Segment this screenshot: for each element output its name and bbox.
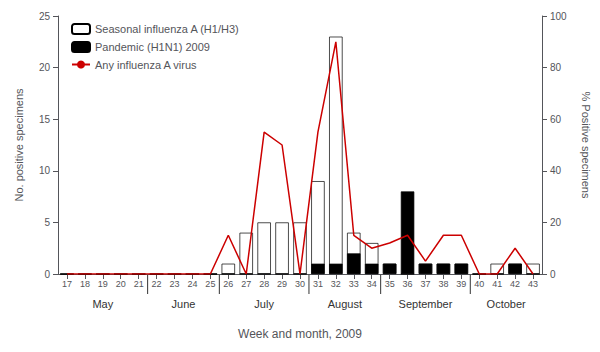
svg-text:18: 18 bbox=[80, 279, 90, 289]
svg-text:35: 35 bbox=[385, 279, 395, 289]
svg-text:% Positive specimens: % Positive specimens bbox=[580, 92, 592, 199]
svg-text:0: 0 bbox=[44, 269, 50, 280]
svg-text:23: 23 bbox=[170, 279, 180, 289]
svg-text:22: 22 bbox=[152, 279, 162, 289]
svg-text:21: 21 bbox=[134, 279, 144, 289]
svg-text:31: 31 bbox=[313, 279, 323, 289]
svg-text:October: October bbox=[487, 298, 526, 310]
svg-text:26: 26 bbox=[223, 279, 233, 289]
svg-text:August: August bbox=[328, 298, 362, 310]
svg-text:20: 20 bbox=[116, 279, 126, 289]
svg-text:25: 25 bbox=[39, 11, 51, 22]
svg-text:5: 5 bbox=[44, 217, 50, 228]
svg-text:20: 20 bbox=[39, 62, 51, 73]
svg-text:29: 29 bbox=[277, 279, 287, 289]
svg-text:42: 42 bbox=[510, 279, 520, 289]
svg-text:May: May bbox=[92, 298, 113, 310]
svg-text:No. positive specimens: No. positive specimens bbox=[13, 88, 25, 202]
svg-text:30: 30 bbox=[295, 279, 305, 289]
svg-text:28: 28 bbox=[259, 279, 269, 289]
svg-text:0: 0 bbox=[550, 269, 556, 280]
svg-text:Week and month, 2009: Week and month, 2009 bbox=[238, 327, 362, 341]
svg-text:40: 40 bbox=[474, 279, 484, 289]
svg-text:36: 36 bbox=[403, 279, 413, 289]
svg-text:41: 41 bbox=[492, 279, 502, 289]
svg-text:38: 38 bbox=[438, 279, 448, 289]
svg-text:September: September bbox=[399, 298, 453, 310]
svg-text:39: 39 bbox=[456, 279, 466, 289]
svg-text:100: 100 bbox=[550, 11, 567, 22]
svg-text:34: 34 bbox=[367, 279, 377, 289]
svg-text:10: 10 bbox=[39, 165, 51, 176]
svg-text:80: 80 bbox=[550, 62, 562, 73]
svg-text:19: 19 bbox=[98, 279, 108, 289]
svg-text:33: 33 bbox=[349, 279, 359, 289]
svg-text:June: June bbox=[172, 298, 196, 310]
svg-text:24: 24 bbox=[187, 279, 197, 289]
svg-text:27: 27 bbox=[241, 279, 251, 289]
svg-text:15: 15 bbox=[39, 114, 51, 125]
svg-text:Pandemic (H1N1) 2009: Pandemic (H1N1) 2009 bbox=[95, 41, 210, 53]
svg-text:37: 37 bbox=[420, 279, 430, 289]
svg-text:20: 20 bbox=[550, 217, 562, 228]
svg-text:32: 32 bbox=[331, 279, 341, 289]
svg-text:Any influenza A virus: Any influenza A virus bbox=[95, 59, 197, 71]
svg-text:60: 60 bbox=[550, 114, 562, 125]
svg-text:25: 25 bbox=[205, 279, 215, 289]
svg-text:Seasonal influenza A (H1/H3): Seasonal influenza A (H1/H3) bbox=[95, 23, 239, 35]
svg-text:17: 17 bbox=[62, 279, 72, 289]
svg-text:40: 40 bbox=[550, 165, 562, 176]
svg-text:43: 43 bbox=[528, 279, 538, 289]
svg-text:July: July bbox=[254, 298, 274, 310]
